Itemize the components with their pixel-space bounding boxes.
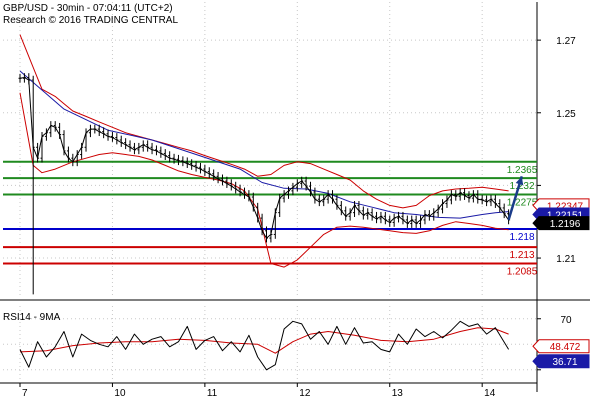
y-tick-label: 1.27 — [556, 36, 576, 47]
x-tick-label: 10 — [114, 388, 126, 399]
price-tag-label: 1.22151 — [547, 210, 584, 221]
price-line — [19, 77, 510, 239]
level-label: 1.2365 — [507, 165, 538, 176]
forecast-arrow-head — [515, 176, 524, 186]
rsi-y-tick-label: 70 — [560, 315, 572, 326]
price-panel: 1.21 1.25 1.27 1.2365 1.232 1.2275 1.218 1.213 1… — [0, 2, 590, 392]
x-tick-label: 12 — [299, 388, 311, 399]
level-label: 1.2275 — [507, 197, 538, 208]
y-tick-label: 1.25 — [556, 109, 576, 120]
price-tag-box — [532, 216, 590, 231]
rsi-line — [19, 320, 510, 371]
x-tick-label: 11 — [207, 388, 218, 399]
rsi-value-tag-label: 36.71 — [552, 357, 577, 368]
x-tick-label: 14 — [484, 388, 496, 399]
chart-header-line1: GBP/USD - 30min - 07:04:11 (UTC+2) — [3, 3, 173, 14]
chart-header-line2: Research © 2016 TRADING CENTRAL — [3, 15, 178, 26]
y-tick-label: 1.21 — [556, 254, 576, 265]
level-label: 1.213 — [509, 250, 534, 261]
rsi-panel-title: RSI14 - 9MA — [3, 312, 61, 323]
level-label: 1.2085 — [507, 266, 538, 277]
x-tick-label: 7 — [22, 388, 28, 399]
level-label: 1.218 — [509, 232, 534, 243]
rsi-value-tag-label: 48.472 — [550, 342, 581, 353]
level-label: 1.232 — [509, 181, 534, 192]
price-tag-label: 1.2196 — [550, 219, 581, 230]
rsi-value-tag-box — [532, 354, 590, 369]
x-tick-label: 13 — [392, 388, 404, 399]
rsi-value-tag-box — [532, 339, 590, 354]
price-tag-label: 1.22347 — [547, 201, 584, 212]
bollinger-upper-line — [19, 34, 509, 209]
